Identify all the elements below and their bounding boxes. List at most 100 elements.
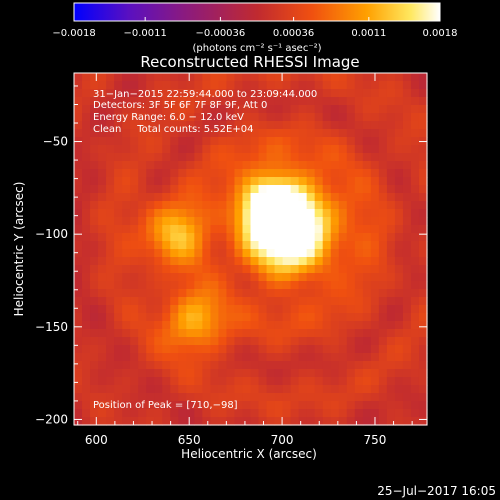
heatmap-cell [194,249,203,258]
heatmap-cell [266,249,276,258]
heatmap-cell [106,233,115,242]
heatmap-cell [258,129,268,138]
heatmap-cell [114,145,123,154]
heatmap-cell [114,305,123,314]
heatmap-cell [298,289,308,298]
heatmap-cell [266,337,276,346]
heatmap-cell [186,145,195,154]
heatmap-cell [330,73,340,82]
heatmap-cell [250,145,260,154]
colorbar-ticks: −0.0018 −0.0011 −0.00036 0.00036 0.0011 0.001… [52,17,458,39]
heatmap-cell [338,353,348,362]
heatmap-cell [402,345,412,354]
heatmap-cell [362,209,372,218]
heatmap-cell [242,409,252,418]
heatmap-cell [306,97,316,106]
heatmap-cell [138,137,147,146]
heatmap-cell [242,233,252,242]
heatmap-cell [386,89,396,98]
heatmap-cell [122,185,131,194]
heatmap-cell [154,321,163,330]
heatmap-cell [90,345,99,354]
heatmap-cell [210,121,220,130]
heatmap-cell [90,81,99,90]
heatmap-cell [234,369,244,378]
heatmap-cell [218,385,228,394]
heatmap-cell [146,401,155,410]
heatmap-cell [82,209,91,218]
heatmap-cell [338,345,348,354]
heatmap-cell [402,217,412,226]
heatmap-cell [154,217,163,226]
heatmap-cell [418,161,428,170]
heatmap-cell [202,153,211,162]
heatmap-cell [418,193,428,202]
heatmap-cell [202,321,211,330]
heatmap-cell [410,297,420,306]
heatmap-cell [402,241,412,250]
heatmap-cell [346,145,356,154]
heatmap-cell [194,417,203,426]
heatmap-cell [194,265,203,274]
heatmap-cell [410,161,420,170]
heatmap-cell [162,281,171,290]
heatmap-cell [402,73,412,82]
colorbar-tick-label: −0.0011 [123,28,166,39]
heatmap-cell [130,145,139,154]
heatmap-cell [178,321,187,330]
heatmap-cell [322,73,332,82]
heatmap-cell [98,89,107,98]
heatmap-cell [130,409,139,418]
heatmap-cell [322,241,332,250]
heatmap-cell [242,345,252,354]
heatmap-cell [210,129,220,138]
heatmap-cell [90,105,99,114]
heatmap-cell [162,129,171,138]
heatmap-cell [162,393,171,402]
heatmap-cell [162,145,171,154]
heatmap-cell [378,177,388,186]
heatmap-cell [322,153,332,162]
heatmap-cell [282,81,292,90]
heatmap-cell [210,321,220,330]
heatmap-cell [378,393,388,402]
heatmap-cell [378,145,388,154]
heatmap-cell [266,281,276,290]
heatmap-cell [82,153,91,162]
colorbar [73,2,441,22]
heatmap-cell [274,137,284,146]
heatmap-cell [266,401,276,410]
heatmap-cell [90,321,99,330]
heatmap-cell [346,97,356,106]
heatmap-cell [130,353,139,362]
heatmap-cell [186,377,195,386]
heatmap-cell [338,185,348,194]
heatmap-cell [298,369,308,378]
heatmap-cell [410,89,420,98]
heatmap-cell [242,249,252,258]
heatmap-cell [362,281,372,290]
heatmap-cell [410,265,420,274]
heatmap-cell [418,337,428,346]
heatmap-cell [82,337,91,346]
heatmap-cell [298,361,308,370]
heatmap-cell [362,257,372,266]
heatmap-cell [338,313,348,322]
heatmap-cell [330,345,340,354]
heatmap-cell [130,89,139,98]
heatmap-cell [370,153,380,162]
heatmap-cell [218,337,228,346]
y-tick-label: −200 [35,412,68,426]
heatmap-cell [178,265,187,274]
heatmap-cell [82,217,91,226]
heatmap-cell [138,393,147,402]
heatmap-cell [194,361,203,370]
heatmap-cell [266,105,276,114]
heatmap-cell [82,89,91,98]
heatmap-cell [282,233,292,242]
heatmap-cell [330,233,340,242]
heatmap-cell [82,233,91,242]
heatmap-cell [370,145,380,154]
heatmap-cell [218,209,228,218]
heatmap-cell [346,337,356,346]
